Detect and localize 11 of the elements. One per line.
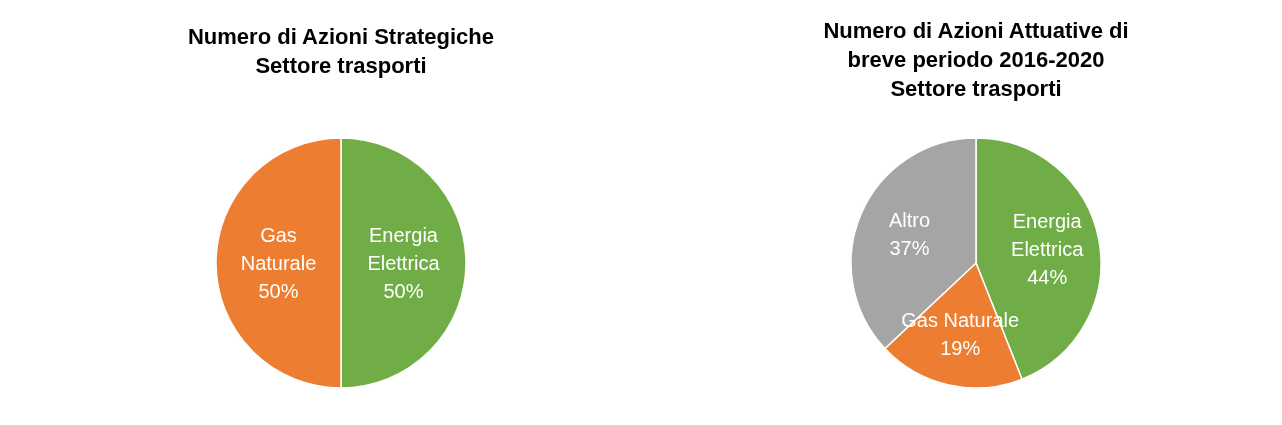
data-label: 37%	[889, 237, 930, 260]
slice-label: Altro	[888, 209, 931, 232]
chart-title: Numero di Azioni Attuative di breve periodo 2016-2020 Settore trasporti	[823, 18, 1129, 101]
slice-label: Energia Elettrica	[1011, 210, 1085, 261]
data-label: 50%	[258, 280, 299, 302]
slice-label: Energia Elettrica	[367, 224, 441, 274]
data-label: 50%	[383, 280, 424, 302]
data-label: 19%	[940, 336, 981, 359]
slice-label: Gas Naturale	[240, 224, 317, 274]
data-label: 44%	[1027, 266, 1068, 289]
chart-title: Numero di Azioni Strategiche Settore trasporti	[187, 24, 495, 78]
